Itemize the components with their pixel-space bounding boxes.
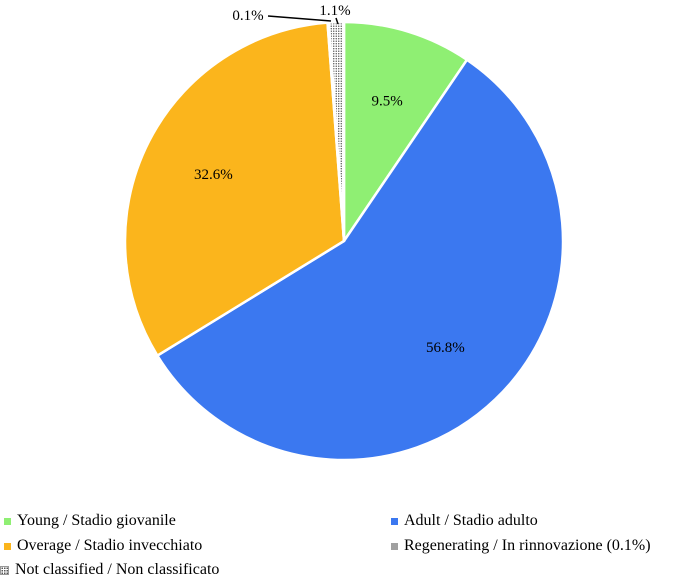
pie-slice-overage	[123, 21, 346, 358]
legend-swatch-not-classified	[0, 565, 9, 575]
legend-item-adult: Adult / Stadio adulto	[391, 512, 538, 530]
legend-swatch-overage	[4, 542, 11, 550]
legend-item-regenerating: Regenerating / In rinnovazione (0.1%)	[391, 537, 651, 555]
legend: Young / Stadio giovanile Adult / Stadio …	[0, 508, 685, 581]
legend-item-not-classified: Not classified / Non classificato	[0, 561, 219, 579]
legend-swatch-adult	[391, 517, 398, 525]
leader-line-not-classified	[335, 17, 339, 25]
legend-swatch-young	[4, 517, 11, 525]
legend-label-not-classified: Not classified / Non classificato	[15, 561, 220, 578]
legend-label-regenerating: Regenerating / In rinnovazione (0.1%)	[404, 537, 651, 554]
slice-label-adult: 56.8%	[426, 340, 465, 356]
slice-label-overage: 32.6%	[194, 167, 233, 183]
legend-swatch-regenerating	[391, 542, 398, 550]
leader-line-regenerating	[267, 15, 332, 22]
legend-label-overage: Overage / Stadio invecchiato	[17, 537, 203, 554]
slice-label-regenerating: 0.1%	[232, 8, 263, 24]
legend-item-young: Young / Stadio giovanile	[4, 512, 176, 530]
pie-slice-young	[342, 20, 469, 246]
legend-label-adult: Adult / Stadio adulto	[404, 512, 538, 529]
legend-item-overage: Overage / Stadio invecchiato	[4, 537, 202, 555]
slice-label-young: 9.5%	[371, 94, 402, 110]
slice-label-not-classified: 1.1%	[319, 3, 350, 19]
pie-chart: 9.5% 56.8% 32.6% 0.1% 1.1%	[123, 3, 565, 462]
pie-slice-adult	[155, 58, 565, 462]
legend-label-young: Young / Stadio giovanile	[17, 512, 176, 529]
pie-slice-not-classified	[327, 20, 346, 242]
